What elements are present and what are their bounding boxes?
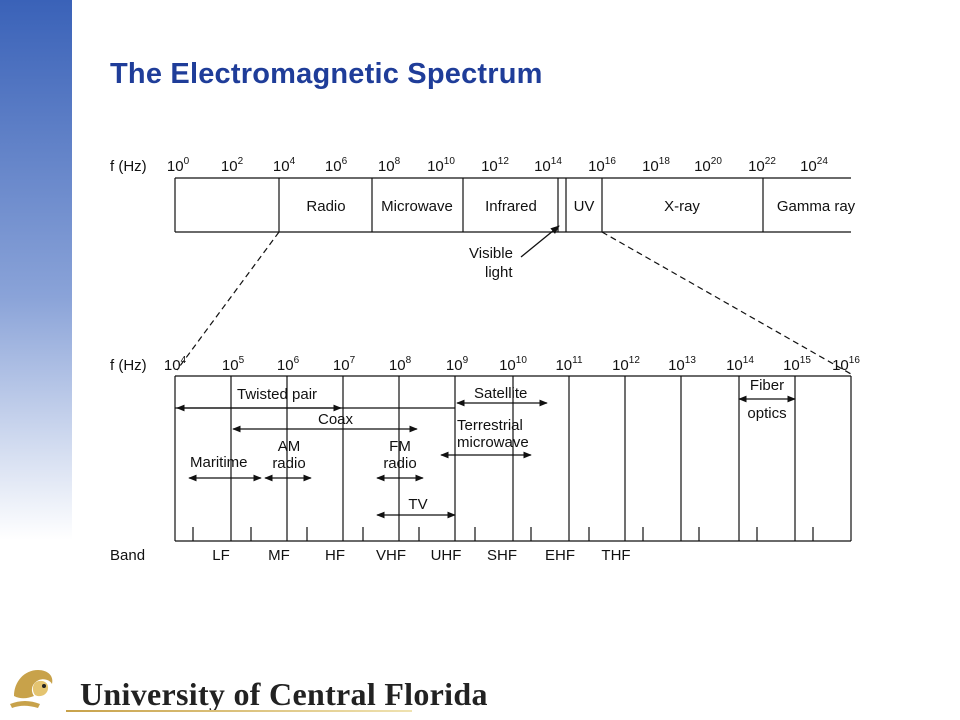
bottom-tick-label: 1015: [783, 355, 811, 374]
top-tick-label: 106: [325, 156, 348, 175]
twisted-pair-label: Twisted pair: [237, 386, 317, 403]
region-gamma-ray: Gamma ray: [777, 198, 856, 215]
top-tick-label: 102: [221, 156, 244, 175]
visible-light-arrow: [520, 225, 560, 258]
bottom-tick-label: 1014: [726, 355, 754, 374]
band-label-mf: MF: [268, 547, 290, 564]
tv-label: TV: [408, 496, 427, 513]
sidebar-gradient: [0, 0, 72, 540]
fiber-label-line2: optics: [747, 405, 786, 422]
bottom-tick-label: 1012: [612, 355, 640, 374]
bottom-tick-label: 1010: [499, 355, 527, 374]
band-label-lf: LF: [212, 547, 230, 564]
top-tick-label: 100: [167, 156, 190, 175]
region-radio: Radio: [306, 198, 345, 215]
band-label-vhf: VHF: [376, 547, 406, 564]
fiber-label-line1: Fiber: [750, 377, 784, 394]
fm-radio-label-line1: FM: [389, 438, 411, 455]
band-row-label: Band: [110, 547, 145, 564]
top-tick-label: 1022: [748, 156, 776, 175]
terrestrial-label-line2: microwave: [457, 434, 529, 451]
band-label-hf: HF: [325, 547, 345, 564]
region-microwave: Microwave: [381, 198, 453, 215]
footer-gold-rule: [66, 710, 412, 712]
band-label-thf: THF: [601, 547, 630, 564]
top-tick-label: 1016: [588, 156, 616, 175]
top-spectrum: f (Hz) 100 102 104 106 108 1010 1012 1014 1016 10…: [110, 156, 856, 281]
top-tick-label: 1012: [481, 156, 509, 175]
region-uv: UV: [574, 198, 595, 215]
maritime-label: Maritime: [190, 454, 248, 471]
top-tick-label: 1024: [800, 156, 828, 175]
visible-light-label-line1: Visible: [469, 245, 513, 262]
band-label-ehf: EHF: [545, 547, 575, 564]
top-axis-label: f (Hz): [110, 158, 147, 175]
bottom-tick-label: 1013: [668, 355, 696, 374]
page-title: The Electromagnetic Spectrum: [110, 58, 543, 90]
bottom-tick-label: 105: [222, 355, 245, 374]
bottom-spectrum: f (Hz) 104 105 106 107 108 109 1010 1011 1012 101…: [110, 355, 860, 564]
fm-radio-label-line2: radio: [383, 455, 416, 472]
am-radio-label-line1: AM: [278, 438, 301, 455]
bottom-tick-label: 107: [333, 355, 356, 374]
band-label-shf: SHF: [487, 547, 517, 564]
satellite-label: Satellite: [474, 385, 527, 402]
top-tick-label: 1018: [642, 156, 670, 175]
band-labels: LF MF HF VHF UHF SHF EHF THF: [212, 547, 630, 564]
bottom-axis-label: f (Hz): [110, 357, 147, 374]
zoom-line-left: [176, 231, 280, 371]
region-infrared: Infrared: [485, 198, 537, 215]
spectrum-diagram: f (Hz) 100 102 104 106 108 1010 1012 1014 1016 10…: [110, 156, 860, 564]
top-tick-label: 1014: [534, 156, 562, 175]
coax-label: Coax: [318, 411, 354, 428]
band-label-uhf: UHF: [431, 547, 462, 564]
bottom-tick-label: 1011: [555, 355, 583, 374]
top-tick-label: 1010: [427, 156, 455, 175]
top-tick-label: 1020: [694, 156, 722, 175]
terrestrial-label-line1: Terrestrial: [457, 417, 523, 434]
ucf-wordmark: University of Central Florida: [80, 676, 488, 712]
am-radio-label-line2: radio: [272, 455, 305, 472]
top-tick-label: 104: [273, 156, 296, 175]
bottom-tick-labels: 104 105 106 107 108 109 1010 1011 1012 1013 1014 10…: [164, 355, 860, 374]
zoom-line-right: [601, 231, 852, 375]
top-tick-labels: 100 102 104 106 108 1010 1012 1014 1016 1018 1020 1…: [167, 156, 828, 175]
bottom-tick-label: 104: [164, 355, 187, 374]
bottom-tick-label: 108: [389, 355, 412, 374]
visible-light-label-line2: light: [485, 264, 513, 281]
region-xray: X-ray: [664, 198, 700, 215]
ucf-pegasus-logo: [10, 670, 53, 708]
top-tick-label: 108: [378, 156, 401, 175]
bottom-tick-label: 1016: [832, 355, 860, 374]
bottom-tick-label: 109: [446, 355, 469, 374]
bottom-tick-label: 106: [277, 355, 300, 374]
